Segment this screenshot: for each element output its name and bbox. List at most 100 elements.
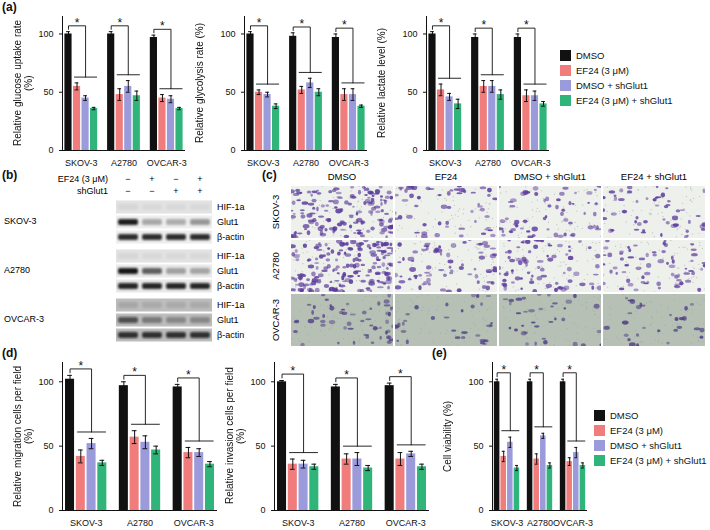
svg-text:A2780: A2780 xyxy=(293,158,319,168)
svg-text:100: 100 xyxy=(468,377,483,387)
svg-text:A2780: A2780 xyxy=(339,518,365,528)
html-text:EF24 (3 μM): EF24 (3 μM) xyxy=(576,65,629,76)
svg-text:*: * xyxy=(117,16,122,30)
svg-text:*: * xyxy=(78,359,83,373)
svg-text:50: 50 xyxy=(43,87,53,97)
svg-text:100: 100 xyxy=(220,29,235,39)
svg-text:OVCAR-3: OVCAR-3 xyxy=(174,518,214,528)
html-text:DMSO: DMSO xyxy=(610,410,639,421)
svg-text:shGlut1: shGlut1 xyxy=(77,186,108,196)
svg-text:OVCAR-3: OVCAR-3 xyxy=(270,299,281,341)
svg-text:β-actin: β-actin xyxy=(217,330,244,340)
svg-text:0: 0 xyxy=(48,145,53,155)
svg-text:*: * xyxy=(290,364,295,378)
svg-text:100: 100 xyxy=(402,29,417,39)
html-text:(b): (b) xyxy=(2,168,18,182)
svg-text:SKOV-3: SKOV-3 xyxy=(282,518,315,528)
svg-text:*: * xyxy=(481,18,486,32)
html-text:(d): (d) xyxy=(2,346,18,360)
svg-text:−: − xyxy=(125,174,130,184)
svg-text:SKOV-3: SKOV-3 xyxy=(4,216,37,226)
svg-text:β-actin: β-actin xyxy=(217,232,244,242)
html-text:Cell viability (%): Cell viability (%) xyxy=(442,400,453,472)
svg-text:0: 0 xyxy=(478,505,483,515)
svg-text:OVCAR-3: OVCAR-3 xyxy=(511,158,551,168)
svg-text:HIF-1a: HIF-1a xyxy=(217,300,245,310)
html-text:Relative migration cells per f: Relative migration cells per field (%) xyxy=(12,365,34,507)
svg-text:HIF-1a: HIF-1a xyxy=(217,251,245,261)
html-text:Relative glycolysis rate (%): Relative glycolysis rate (%) xyxy=(194,23,205,143)
svg-text:0: 0 xyxy=(260,505,265,515)
svg-text:SKOV-3: SKOV-3 xyxy=(270,195,281,229)
html-text:Relative glucose uptake rate (: Relative glucose uptake rate (%) xyxy=(12,19,34,147)
svg-text:Glut1: Glut1 xyxy=(217,266,239,276)
svg-text:OVCAR-3: OVCAR-3 xyxy=(386,518,426,528)
svg-text:EF24 (3 μM): EF24 (3 μM) xyxy=(58,174,108,184)
svg-text:OVCAR-3: OVCAR-3 xyxy=(147,158,187,168)
svg-text:*: * xyxy=(257,16,262,30)
svg-text:50: 50 xyxy=(255,441,265,451)
svg-text:+: + xyxy=(197,174,202,184)
svg-text:β-actin: β-actin xyxy=(217,281,244,291)
svg-text:50: 50 xyxy=(473,441,483,451)
svg-text:DMSO: DMSO xyxy=(328,171,357,182)
svg-text:−: − xyxy=(173,174,178,184)
svg-text:0: 0 xyxy=(48,505,53,515)
svg-text:DMSO + shGlut1: DMSO + shGlut1 xyxy=(514,171,586,182)
svg-text:*: * xyxy=(186,368,191,382)
svg-text:*: * xyxy=(524,18,529,32)
svg-text:A2780: A2780 xyxy=(475,158,501,168)
svg-text:*: * xyxy=(344,368,349,382)
html-text:Relative invasion cells per fi: Relative invasion cells per field (%) xyxy=(224,367,246,505)
svg-text:50: 50 xyxy=(43,441,53,451)
svg-text:*: * xyxy=(160,19,165,33)
svg-text:*: * xyxy=(299,17,304,31)
svg-text:OVCAR-3: OVCAR-3 xyxy=(329,158,369,168)
svg-text:SKOV-3: SKOV-3 xyxy=(70,518,103,528)
html-text:(a): (a) xyxy=(2,0,17,14)
svg-text:*: * xyxy=(567,363,572,377)
svg-text:SKOV-3: SKOV-3 xyxy=(491,518,524,528)
svg-text:*: * xyxy=(342,18,347,32)
svg-text:A2780: A2780 xyxy=(127,518,153,528)
svg-text:50: 50 xyxy=(225,87,235,97)
html-text:(e): (e) xyxy=(432,346,447,360)
svg-text:OVCAR-3: OVCAR-3 xyxy=(553,518,593,528)
html-text:EF24 (3 μM): EF24 (3 μM) xyxy=(610,425,663,436)
svg-text:HIF-1a: HIF-1a xyxy=(217,202,245,212)
svg-text:Glut1: Glut1 xyxy=(217,315,239,325)
html-text:DMSO + shGlut1: DMSO + shGlut1 xyxy=(576,80,649,91)
svg-text:OVCAR-3: OVCAR-3 xyxy=(4,314,44,324)
svg-text:100: 100 xyxy=(38,29,53,39)
html-text:Relative lactate level (%): Relative lactate level (%) xyxy=(376,28,387,138)
svg-text:EF24: EF24 xyxy=(435,171,458,182)
svg-text:*: * xyxy=(398,367,403,381)
svg-text:*: * xyxy=(501,363,506,377)
svg-text:A2780: A2780 xyxy=(527,518,553,528)
svg-text:0: 0 xyxy=(412,145,417,155)
svg-text:50: 50 xyxy=(407,87,417,97)
svg-text:SKOV-3: SKOV-3 xyxy=(429,158,462,168)
svg-text:100: 100 xyxy=(38,377,53,387)
svg-text:−: − xyxy=(149,186,154,196)
svg-text:*: * xyxy=(439,16,444,30)
svg-text:SKOV-3: SKOV-3 xyxy=(247,158,280,168)
svg-text:+: + xyxy=(173,186,178,196)
svg-text:Glut1: Glut1 xyxy=(217,217,239,227)
svg-text:A2780: A2780 xyxy=(270,252,281,279)
svg-text:−: − xyxy=(125,186,130,196)
svg-text:+: + xyxy=(197,186,202,196)
svg-text:*: * xyxy=(534,363,539,377)
svg-text:EF24 + shGlut1: EF24 + shGlut1 xyxy=(621,171,687,182)
svg-text:*: * xyxy=(75,16,80,30)
html-text:EF24 (3 μM) + shGlut1: EF24 (3 μM) + shGlut1 xyxy=(576,95,673,106)
svg-text:+: + xyxy=(149,174,154,184)
svg-text:*: * xyxy=(132,365,137,379)
svg-text:A2780: A2780 xyxy=(4,265,30,275)
html-text:(c): (c) xyxy=(262,168,277,182)
svg-text:0: 0 xyxy=(230,145,235,155)
html-text:DMSO: DMSO xyxy=(576,50,605,61)
svg-text:100: 100 xyxy=(250,377,265,387)
svg-text:A2780: A2780 xyxy=(111,158,137,168)
svg-text:SKOV-3: SKOV-3 xyxy=(65,158,98,168)
